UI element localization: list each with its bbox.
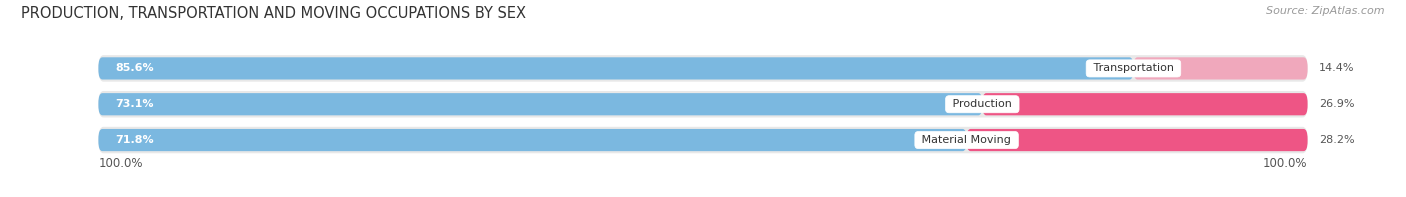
Text: Material Moving: Material Moving bbox=[918, 135, 1015, 145]
Text: 14.4%: 14.4% bbox=[1319, 63, 1354, 73]
Text: PRODUCTION, TRANSPORTATION AND MOVING OCCUPATIONS BY SEX: PRODUCTION, TRANSPORTATION AND MOVING OC… bbox=[21, 6, 526, 21]
Text: Transportation: Transportation bbox=[1090, 63, 1177, 73]
FancyBboxPatch shape bbox=[1133, 57, 1308, 80]
FancyBboxPatch shape bbox=[98, 57, 1133, 80]
FancyBboxPatch shape bbox=[966, 129, 1308, 151]
FancyBboxPatch shape bbox=[98, 93, 983, 115]
Text: 71.8%: 71.8% bbox=[115, 135, 153, 145]
Text: 73.1%: 73.1% bbox=[115, 99, 153, 109]
FancyBboxPatch shape bbox=[983, 93, 1308, 115]
FancyBboxPatch shape bbox=[98, 91, 1308, 117]
Text: Source: ZipAtlas.com: Source: ZipAtlas.com bbox=[1267, 6, 1385, 16]
Text: 100.0%: 100.0% bbox=[1263, 157, 1308, 170]
Text: Production: Production bbox=[949, 99, 1015, 109]
Text: 26.9%: 26.9% bbox=[1319, 99, 1354, 109]
Text: 28.2%: 28.2% bbox=[1319, 135, 1354, 145]
FancyBboxPatch shape bbox=[98, 129, 966, 151]
Text: 100.0%: 100.0% bbox=[98, 157, 143, 170]
FancyBboxPatch shape bbox=[98, 55, 1308, 82]
FancyBboxPatch shape bbox=[98, 127, 1308, 153]
Text: 85.6%: 85.6% bbox=[115, 63, 153, 73]
